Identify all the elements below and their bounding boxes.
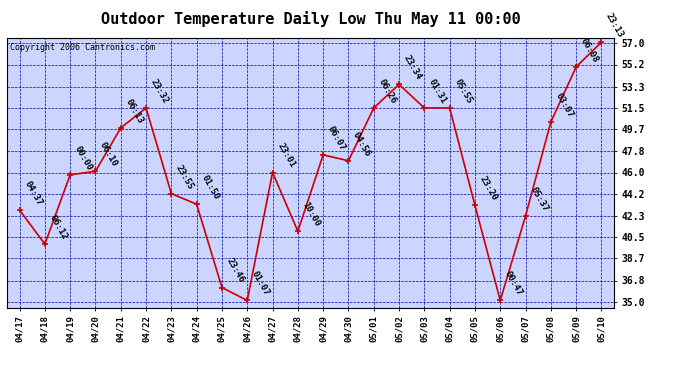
Text: 03:07: 03:07 [553,92,575,119]
Text: 06:13: 06:13 [124,98,145,125]
Text: Outdoor Temperature Daily Low Thu May 11 00:00: Outdoor Temperature Daily Low Thu May 11… [101,11,520,27]
Text: 06:08: 06:08 [579,36,600,64]
Text: Copyright 2006 Cantronics.com: Copyright 2006 Cantronics.com [10,43,155,52]
Text: 23:32: 23:32 [149,77,170,105]
Text: 05:37: 05:37 [529,185,549,213]
Text: 06:10: 06:10 [98,141,119,168]
Text: 23:20: 23:20 [477,175,499,202]
Text: 23:34: 23:34 [402,54,423,82]
Text: 05:55: 05:55 [453,77,473,105]
Text: 00:00: 00:00 [73,144,94,172]
Text: 23:13: 23:13 [604,12,625,39]
Text: 23:01: 23:01 [275,142,297,170]
Text: 01:07: 01:07 [250,270,271,298]
Text: 06:26: 06:26 [377,77,397,105]
Text: 04:37: 04:37 [22,180,43,207]
Text: 01:50: 01:50 [199,174,221,201]
Text: 00:47: 00:47 [503,270,524,298]
Text: 06:07: 06:07 [326,124,347,152]
Text: 23:46: 23:46 [225,257,246,285]
Text: 01:31: 01:31 [427,77,449,105]
Text: 23:55: 23:55 [174,163,195,191]
Text: 10:00: 10:00 [301,201,322,228]
Text: 04:56: 04:56 [351,130,373,158]
Text: 06:12: 06:12 [48,213,69,242]
